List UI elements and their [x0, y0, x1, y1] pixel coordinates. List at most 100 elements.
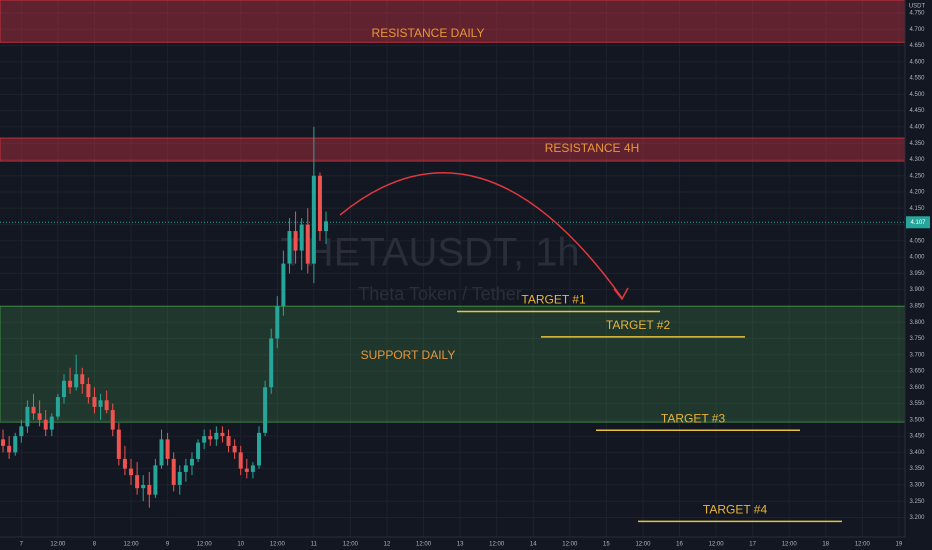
- y-tick-label: 4.400: [909, 125, 925, 131]
- candle-body: [299, 224, 304, 251]
- x-tick-label: 12: [384, 542, 391, 548]
- zone: [0, 137, 906, 162]
- candle-body: [232, 445, 237, 453]
- candle-body: [98, 400, 103, 407]
- y-tick-label: 3.300: [909, 483, 925, 489]
- x-tick-label: 19: [896, 542, 903, 548]
- last-price-label: 4.107: [910, 220, 926, 226]
- x-tick-label: 12:00: [124, 542, 140, 548]
- zones: RESISTANCE DAILY RESISTANCE 4H SUPPORT DAI…: [0, 0, 906, 423]
- y-tick-label: 3.400: [909, 450, 925, 456]
- y-tick-label: 4.750: [909, 11, 925, 17]
- currency: USDT: [909, 4, 926, 10]
- x-tick-label: 12:00: [709, 542, 725, 548]
- projection-arrow: [339, 172, 623, 299]
- y-tick-label: 3.700: [909, 352, 925, 358]
- candle-body: [80, 374, 85, 385]
- y-tick-label: 3.750: [909, 336, 925, 342]
- y-tick-label: 3.450: [909, 434, 925, 440]
- x-tick-label: 18: [822, 542, 829, 548]
- x-tick-label: 9: [166, 542, 170, 548]
- x-tick-label: 12:00: [197, 542, 213, 548]
- candle-body: [7, 445, 12, 453]
- candle-body: [311, 175, 316, 264]
- target-label: TARGET #4: [703, 503, 768, 517]
- candle-body: [281, 263, 286, 306]
- candle-body: [189, 458, 194, 466]
- y-tick-label: 4.600: [909, 59, 925, 65]
- candle-body: [68, 380, 73, 388]
- candle-body: [110, 410, 115, 430]
- y-tick-label: 3.550: [909, 401, 925, 407]
- candle-body: [153, 465, 158, 495]
- x-tick-label: 12:00: [782, 542, 798, 548]
- y-tick-label: 3.800: [909, 320, 925, 326]
- watermark-subtitle: Theta Token / Tether: [358, 284, 521, 304]
- candle-body: [257, 432, 262, 466]
- x-tick-label: 11: [311, 542, 318, 548]
- candle-body: [293, 231, 298, 251]
- candle-body: [92, 397, 97, 407]
- candle-body: [19, 426, 24, 437]
- candle-body: [129, 468, 134, 476]
- candle-body: [74, 374, 79, 388]
- zone: [0, 305, 906, 423]
- zone-label: RESISTANCE DAILY: [372, 26, 485, 40]
- y-tick-label: 4.650: [909, 43, 925, 49]
- x-tick-label: 14: [530, 542, 537, 548]
- candle-body: [1, 439, 6, 446]
- candle-body: [220, 432, 225, 437]
- x-tick-label: 12:00: [562, 542, 578, 548]
- x-tick-label: 12:00: [416, 542, 432, 548]
- y-tick-label: 3.250: [909, 499, 925, 505]
- candle-body: [165, 439, 170, 459]
- x-tick-label: 12:00: [50, 542, 66, 548]
- zone-label: SUPPORT DAILY: [361, 348, 456, 362]
- watermark-title: THETAUSDT, 1h: [280, 231, 579, 275]
- y-tick-label: 3.500: [909, 417, 925, 423]
- candle-body: [244, 468, 249, 472]
- candle-body: [141, 484, 146, 489]
- target-label: TARGET #3: [661, 411, 726, 425]
- candle-body: [43, 419, 48, 430]
- x-tick-label: 13: [457, 542, 464, 548]
- candle-body: [86, 384, 91, 398]
- candle-body: [159, 439, 164, 466]
- y-tick-label: 3.600: [909, 385, 925, 391]
- candle-body: [25, 406, 30, 427]
- x-tick-label: 12:00: [855, 542, 871, 548]
- arrow-head: [613, 287, 629, 301]
- candles: [1, 126, 329, 508]
- y-tick-label: 4.150: [909, 206, 925, 212]
- candle-body: [305, 224, 310, 264]
- candle-body: [208, 436, 213, 440]
- y-tick-label: 3.650: [909, 369, 925, 375]
- y-tick-label: 3.950: [909, 271, 925, 277]
- y-tick-label: 3.850: [909, 304, 925, 310]
- y-tick-label: 4.700: [909, 27, 925, 33]
- x-tick-label: 16: [676, 542, 683, 548]
- candle-body: [122, 458, 127, 469]
- candle-body: [49, 416, 54, 430]
- candle-body: [55, 397, 60, 417]
- candle-body: [263, 387, 268, 433]
- x-tick-label: 17: [749, 542, 756, 548]
- target-label: TARGET #2: [606, 318, 671, 332]
- candle-body: [287, 231, 292, 264]
- y-tick-label: 4.550: [909, 76, 925, 82]
- candle-body: [171, 458, 176, 485]
- candle-body: [13, 436, 18, 453]
- candle-body: [177, 471, 182, 485]
- candle-body: [317, 175, 322, 232]
- zone: [0, 0, 906, 43]
- candle-body: [183, 465, 188, 472]
- candle-body: [250, 465, 255, 472]
- candle-body: [275, 305, 280, 339]
- zone-label: RESISTANCE 4H: [545, 141, 639, 155]
- candle-body: [196, 442, 201, 459]
- candle-body: [238, 452, 243, 469]
- y-tick-label: 4.350: [909, 141, 925, 147]
- x-tick-label: 7: [20, 542, 24, 548]
